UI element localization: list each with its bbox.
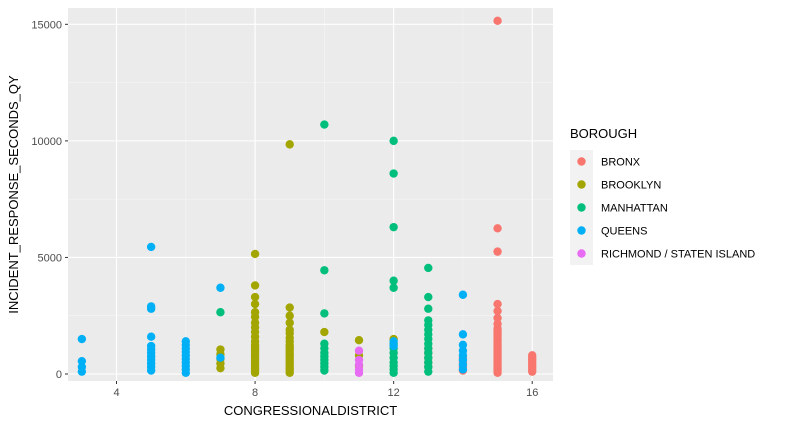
- x-tick-label: 8: [252, 387, 258, 399]
- data-point: [424, 316, 433, 325]
- data-point: [493, 313, 502, 323]
- data-point: [216, 345, 225, 354]
- data-point: [250, 299, 260, 309]
- y-tick-label: 0: [56, 369, 62, 381]
- data-point: [216, 308, 225, 317]
- data-point: [424, 304, 433, 313]
- data-point: [458, 290, 468, 299]
- data-point: [146, 242, 156, 252]
- data-point: [250, 249, 260, 259]
- legend-swatch: [577, 157, 586, 166]
- y-axis-title: INCIDENT_RESPONSE_SECONDS_QY: [6, 75, 21, 314]
- data-point: [424, 263, 433, 273]
- x-axis: 4 8 12 16: [113, 381, 538, 399]
- data-point: [250, 292, 260, 302]
- data-point: [250, 318, 260, 327]
- legend-swatch: [577, 226, 586, 235]
- y-tick-label: 5000: [38, 252, 62, 264]
- data-point: [77, 334, 87, 344]
- data-point: [285, 303, 294, 312]
- data-point: [389, 276, 398, 285]
- x-tick-label: 4: [113, 387, 119, 399]
- data-point: [77, 362, 87, 372]
- data-point: [146, 332, 156, 341]
- data-point: [493, 16, 502, 26]
- data-point: [493, 299, 502, 309]
- data-points: [77, 16, 537, 378]
- data-point: [216, 353, 225, 362]
- panel-background: [68, 8, 553, 381]
- legend-label: QUEENS: [601, 226, 647, 238]
- data-point: [320, 266, 329, 275]
- data-point: [285, 311, 294, 320]
- x-tick-label: 12: [388, 387, 400, 399]
- data-point: [320, 327, 329, 337]
- y-axis: 0 5000 10000 15000: [31, 19, 68, 381]
- data-point: [389, 222, 398, 232]
- data-point: [354, 355, 364, 365]
- data-point: [285, 325, 294, 334]
- data-point: [250, 281, 260, 290]
- legend-label: BRONX: [601, 157, 641, 169]
- grid-minor: [68, 8, 553, 381]
- data-point: [389, 136, 398, 146]
- data-point: [389, 169, 398, 178]
- data-point: [216, 283, 225, 292]
- data-point: [528, 351, 537, 360]
- data-point: [493, 247, 502, 256]
- data-point: [458, 330, 468, 339]
- data-point: [354, 346, 364, 355]
- data-point: [146, 302, 156, 311]
- legend-label: MANHATTAN: [601, 203, 668, 215]
- data-point: [389, 337, 398, 346]
- y-tick-label: 15000: [31, 19, 62, 31]
- data-point: [77, 356, 87, 366]
- data-point: [458, 346, 468, 355]
- legend-label: BROOKLYN: [601, 180, 661, 192]
- y-tick-label: 10000: [31, 136, 62, 148]
- legend-swatch: [577, 180, 586, 189]
- x-axis-title: CONGRESSIONALDISTRICT: [224, 403, 397, 418]
- data-point: [320, 309, 329, 318]
- data-point: [424, 292, 433, 302]
- x-tick-label: 16: [526, 387, 538, 399]
- data-point: [458, 340, 468, 350]
- legend-swatch: [577, 249, 586, 258]
- legend-title: BOROUGH: [570, 126, 637, 141]
- data-point: [493, 319, 502, 329]
- data-point: [146, 341, 156, 351]
- legend-swatch: [577, 203, 586, 212]
- data-point: [181, 337, 190, 346]
- data-point: [320, 120, 329, 129]
- data-point: [493, 306, 502, 316]
- legend: BOROUGH BRONX BROOKLYN MANHATTAN QUEENS RICH…: [570, 126, 755, 265]
- data-point: [389, 283, 398, 292]
- data-point: [250, 308, 260, 317]
- data-point: [285, 140, 294, 149]
- legend-label: RICHMOND / STATEN ISLAND: [601, 249, 755, 261]
- data-point: [285, 318, 294, 327]
- data-point: [320, 339, 329, 348]
- data-point: [354, 336, 364, 345]
- data-point: [493, 224, 502, 233]
